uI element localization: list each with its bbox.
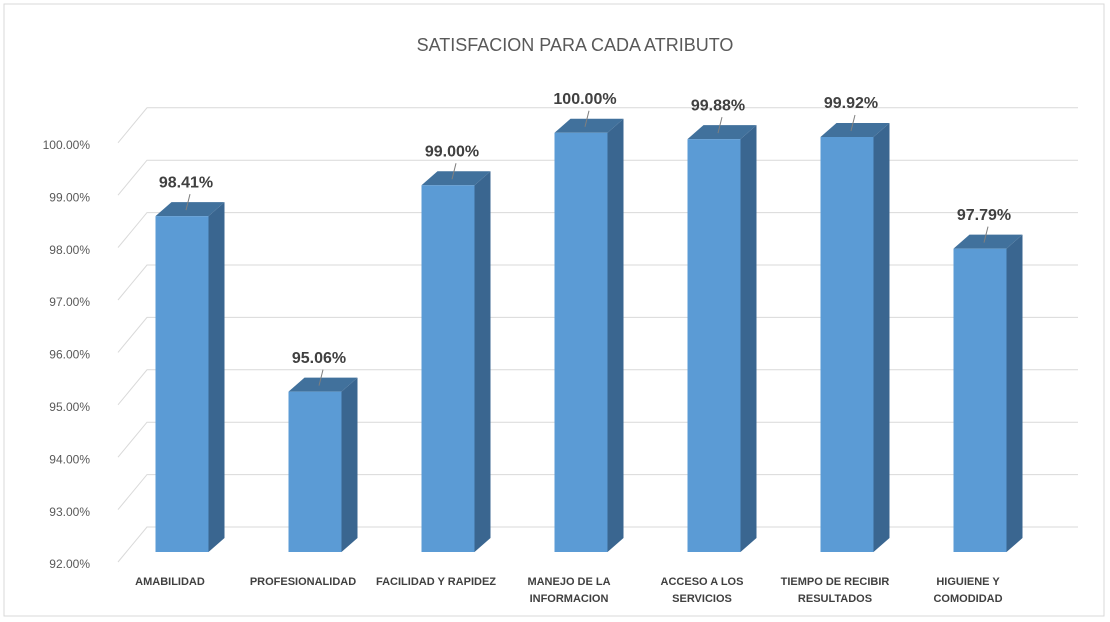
- x-tick-label: MANEJO DE LA INFORMACION: [527, 576, 611, 605]
- bar-front: [421, 185, 475, 552]
- leader-line: [185, 193, 191, 211]
- value-label: 99.92%: [824, 95, 878, 112]
- bar-front: [155, 216, 209, 552]
- bar-side: [1006, 234, 1023, 552]
- x-tick-label: FACILIDAD Y RAPIDEZ: [376, 576, 496, 588]
- value-label: 95.06%: [292, 350, 346, 367]
- bar-top: [155, 202, 225, 217]
- y-tick-label: 92.00%: [49, 557, 90, 571]
- y-tick-label: 93.00%: [49, 505, 90, 519]
- bar-top: [288, 377, 358, 392]
- y-tick-label: 99.00%: [49, 190, 90, 204]
- bar-front: [288, 391, 342, 552]
- grid-line: [117, 107, 1078, 144]
- bar-side: [474, 171, 491, 552]
- bar-side: [208, 202, 225, 552]
- bar: [554, 118, 624, 553]
- bar-side: [341, 377, 358, 552]
- value-label: 100.00%: [553, 91, 616, 108]
- leader-line: [717, 116, 723, 134]
- y-tick-label: 95.00%: [49, 400, 90, 414]
- value-label: 99.88%: [691, 97, 745, 114]
- bar-front: [953, 248, 1007, 552]
- bar-top: [687, 125, 757, 140]
- bar: [820, 122, 890, 552]
- bar-front: [820, 136, 874, 552]
- bar-front: [554, 132, 608, 553]
- leader-line: [451, 163, 457, 180]
- grid-line: [117, 421, 1078, 458]
- bar: [687, 125, 757, 552]
- x-tick-label: AMABILIDAD: [135, 576, 205, 588]
- bar-top: [421, 171, 491, 186]
- bar-side: [607, 118, 624, 553]
- grid-line: [117, 264, 1078, 301]
- grid-line: [117, 474, 1078, 510]
- grid-line: [117, 369, 1078, 406]
- grid-line: [117, 212, 1078, 248]
- bar: [155, 202, 225, 552]
- x-tick-label: TIEMPO DE RECIBIR RESULTADOS: [780, 576, 890, 605]
- grid-line: [117, 526, 1078, 563]
- chart-title: SATISFACION PARA CADA ATRIBUTO: [417, 35, 734, 55]
- bar-side: [740, 125, 757, 552]
- leader-line: [318, 369, 324, 386]
- bar-top: [820, 122, 890, 137]
- x-tick-label: ACCESO A LOS SERVICIOS: [660, 576, 744, 605]
- value-label: 97.79%: [957, 207, 1011, 224]
- y-tick-label: 96.00%: [49, 348, 90, 362]
- grid-line: [117, 159, 1078, 196]
- y-tick-label: 100.00%: [43, 138, 91, 152]
- bar: [953, 234, 1023, 552]
- value-label: 99.00%: [425, 143, 479, 160]
- bar: [421, 171, 491, 552]
- grid-line: [117, 316, 1078, 353]
- y-tick-label: 98.00%: [49, 243, 90, 257]
- x-tick-label: HIGUIENE Y COMODIDAD: [933, 576, 1003, 605]
- y-tick-label: 97.00%: [49, 295, 90, 309]
- bar-top: [953, 234, 1023, 249]
- leader-line: [850, 114, 856, 132]
- bar-side: [873, 122, 890, 552]
- leader-line: [983, 226, 989, 243]
- x-tick-label: PROFESIONALIDAD: [249, 576, 357, 588]
- value-label: 98.41%: [159, 174, 213, 191]
- bar: [288, 377, 358, 552]
- y-tick-label: 94.00%: [49, 452, 90, 466]
- bar-front: [687, 139, 741, 552]
- leader-line: [584, 110, 590, 127]
- bar-top: [554, 118, 624, 133]
